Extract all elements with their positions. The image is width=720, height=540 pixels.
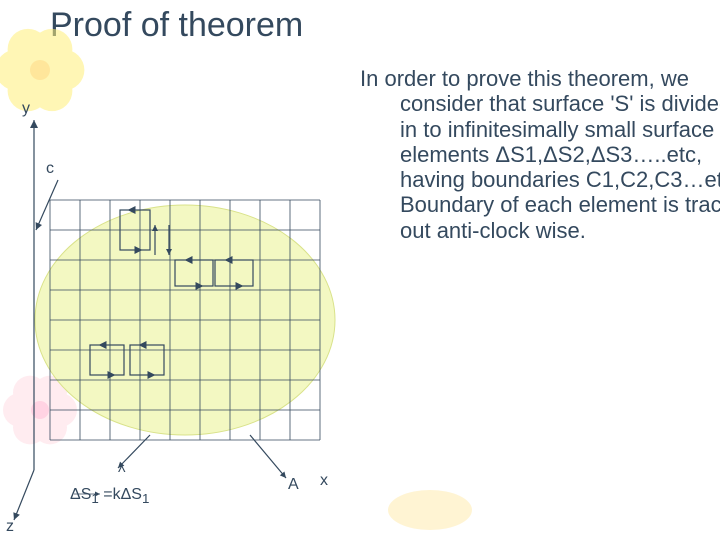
axis-label-x: x — [320, 472, 328, 490]
delta-s-caret: ^ — [118, 464, 126, 482]
axis-label-z: z — [6, 518, 14, 536]
diagram-canvas — [0, 0, 720, 540]
delta-s-equation: ΔS1 =kΔS1 — [70, 486, 149, 506]
curve-label-c: c — [46, 160, 54, 178]
axis-label-y: y — [22, 100, 30, 118]
point-label-a: A — [288, 476, 299, 494]
